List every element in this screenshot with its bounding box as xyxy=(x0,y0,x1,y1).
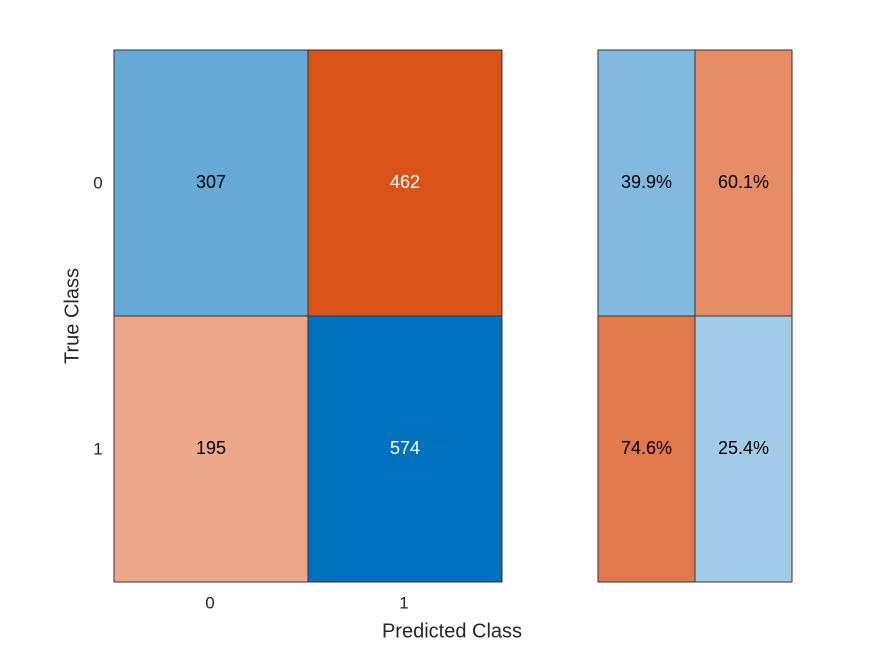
matrix-cell-0-1 xyxy=(307,49,503,317)
y-tick-labels: 0 1 xyxy=(93,173,102,458)
matrix-cell-value-0-0: 307 xyxy=(196,172,226,192)
x-tick-label-0: 0 xyxy=(205,593,214,612)
confusion-matrix-grid: 307 462 195 574 xyxy=(113,49,503,583)
matrix-cell-1-1 xyxy=(307,315,503,583)
summary-cell-value-1-0: 74.6% xyxy=(621,438,672,458)
y-tick-label-1: 1 xyxy=(93,439,102,458)
row-summary-grid: 39.9% 60.1% 74.6% 25.4% xyxy=(597,49,793,583)
matrix-cell-1-0 xyxy=(113,315,309,583)
summary-cell-0-1 xyxy=(694,49,793,317)
summary-cell-value-0-0: 39.9% xyxy=(621,172,672,192)
summary-cell-0-0 xyxy=(597,49,696,317)
x-tick-labels: 0 1 xyxy=(205,593,408,612)
y-tick-label-0: 0 xyxy=(93,173,102,192)
summary-cell-value-0-1: 60.1% xyxy=(718,172,769,192)
summary-cell-1-1 xyxy=(694,315,793,583)
matrix-cell-value-0-1: 462 xyxy=(390,172,420,192)
x-tick-label-1: 1 xyxy=(399,593,408,612)
matrix-cell-0-0 xyxy=(113,49,309,317)
y-axis-label: True Class xyxy=(61,268,83,364)
matrix-cell-value-1-0: 195 xyxy=(196,438,226,458)
summary-cell-value-1-1: 25.4% xyxy=(718,438,769,458)
x-axis-label: Predicted Class xyxy=(382,620,522,642)
matrix-cell-value-1-1: 574 xyxy=(390,438,420,458)
summary-cell-1-0 xyxy=(597,315,696,583)
